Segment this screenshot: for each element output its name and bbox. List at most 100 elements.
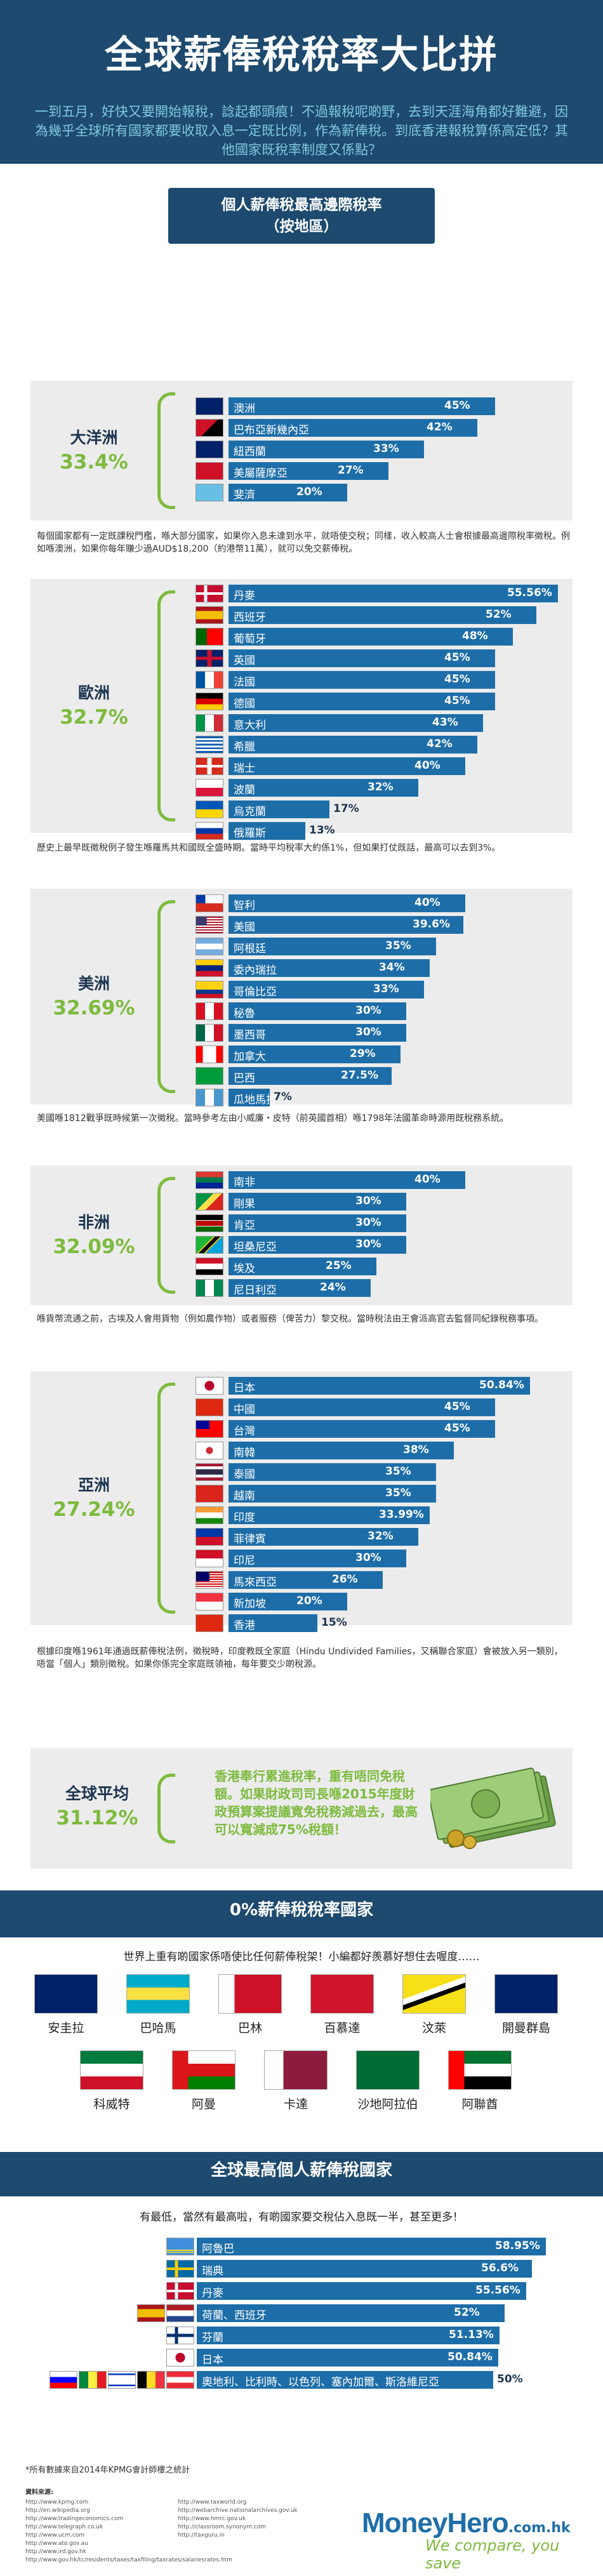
- sweden-flag-icon: [166, 2260, 194, 2278]
- china-flag-icon: [195, 1398, 223, 1416]
- country-name: 台灣: [234, 1425, 255, 1438]
- rate-bar: [229, 1002, 406, 1020]
- source-link[interactable]: http://www.gov.hk/tc/residents/taxes/tax…: [25, 2557, 232, 2563]
- rate-bar: [229, 1442, 454, 1459]
- rate-bar: [229, 714, 483, 732]
- source-link[interactable]: http://www.hmrc.gov.uk: [178, 2516, 246, 2522]
- region-label: 亞洲 27.24%: [30, 1473, 157, 1521]
- country-name: 俄羅斯: [234, 827, 266, 840]
- source-link[interactable]: http://www.telegraph.co.uk: [25, 2524, 103, 2530]
- rate-value: 40%: [414, 1173, 441, 1186]
- source-link[interactable]: http://www.taxworld.org: [178, 2499, 247, 2506]
- rate-bar: [229, 757, 465, 775]
- rate-value: 45%: [444, 673, 470, 686]
- country-name: 英國: [234, 654, 255, 667]
- rate-bar: [229, 1024, 406, 1042]
- rate-value: 33.99%: [379, 1508, 424, 1521]
- rate-bar: [229, 1420, 495, 1438]
- region-name: 歐洲: [77, 684, 110, 702]
- source-link[interactable]: http://www.ird.gov.hk: [25, 2549, 86, 2555]
- region-average: 32.69%: [53, 997, 135, 1019]
- rate-bar: [229, 1377, 530, 1395]
- rate-value: 27.5%: [341, 1069, 378, 1082]
- country-name: 西班牙: [234, 611, 266, 624]
- france-flag-icon: [195, 671, 223, 689]
- congo-flag-icon: [195, 1193, 223, 1211]
- chart-title: 個人薪俸稅最高邊際稅率 （按地區）: [168, 188, 435, 244]
- japan-flag-icon: [195, 1377, 223, 1395]
- sources-block: 資料來源: http://www.kpmg.com http://en.wikip…: [25, 2488, 330, 2563]
- qatar-flag-icon: [264, 2050, 328, 2090]
- bahrain-flag-icon: [218, 1974, 282, 2014]
- rate-bar: [229, 1614, 317, 1632]
- nz-flag-icon: [195, 441, 223, 458]
- rate-value: 17%: [333, 802, 359, 815]
- kuwait-flag-icon: [80, 2050, 143, 2090]
- rate-bar: [197, 2238, 546, 2255]
- country-name: 美國: [234, 921, 255, 934]
- region-panel: 歐洲 32.7% 丹麥 55.56% 西班牙 52% 葡萄牙 48% 英國 45% 法國 45% 德國 4…: [30, 579, 573, 840]
- rate-bar: [229, 1571, 383, 1589]
- vietnam-flag-icon: [195, 1485, 223, 1503]
- rate-bar: [229, 1067, 392, 1085]
- source-link[interactable]: http://en.wikipedia.org: [25, 2507, 90, 2514]
- country-name: 瑞典: [202, 2265, 223, 2278]
- fiji-flag-icon: [195, 484, 223, 501]
- zero-tax-country: 沙地阿拉伯: [347, 2050, 428, 2112]
- zero-tax-country: 阿聯酋: [439, 2050, 520, 2112]
- country-name: 美屬薩摩亞: [234, 467, 288, 480]
- poland-flag-icon: [195, 779, 223, 797]
- saudi-flag-icon: [356, 2050, 420, 2090]
- region-brace: [157, 1383, 175, 1614]
- rate-bar: [229, 1046, 401, 1063]
- region-panel: 非洲 32.09% 南非 40% 剛果 30% 肯亞 30% 坦桑尼亞 30% 埃及 25% 尼日利亞 2…: [30, 1165, 573, 1305]
- zero-tax-country: 巴林: [209, 1974, 291, 2036]
- country-name: 埃及: [234, 1263, 255, 1275]
- bermuda-flag-icon: [310, 1974, 374, 2014]
- rate-bar: [229, 1279, 371, 1297]
- rate-value: 30%: [355, 1004, 381, 1017]
- rate-value: 45%: [444, 694, 470, 707]
- source-link[interactable]: http://www.ucm.com: [25, 2532, 85, 2539]
- source-link[interactable]: http://www.tradingeconomics.com: [25, 2516, 124, 2522]
- country-name: 南非: [234, 1176, 255, 1189]
- region-panel: 美洲 32.69% 智利 40% 美國 39.6% 阿根廷 35% 委內瑞拉 34% 哥倫比亞 33%…: [30, 889, 573, 1106]
- japan-flag-icon: [166, 2349, 194, 2367]
- source-link[interactable]: http://www.ato.gov.au: [25, 2540, 88, 2547]
- source-note: *所有數據來自2014年KPMG會計師樓之統計: [25, 2466, 190, 2475]
- brunei-flag-icon: [402, 1974, 466, 2014]
- zero-tax-subtitle: 世界上重有啲國家係唔使比任何薪俸稅架！小編都好羨慕好想住去喔度……: [123, 1951, 480, 1963]
- rate-value: 50.84%: [447, 2351, 493, 2363]
- usa-flag-icon: [195, 916, 223, 934]
- country-name: 丹麥: [234, 590, 255, 602]
- rate-bar: [229, 822, 305, 840]
- rate-bar: [229, 628, 513, 646]
- source-link[interactable]: http://www.kpmg.com: [25, 2499, 89, 2506]
- top-tax-band: [0, 2152, 603, 2196]
- money-icon: [430, 1767, 556, 1849]
- indonesia-flag-icon: [195, 1550, 223, 1567]
- rate-value: 26%: [332, 1573, 358, 1586]
- rate-value: 32%: [368, 781, 394, 793]
- source-link[interactable]: http://taxguru.in: [178, 2532, 225, 2539]
- rate-value: 58.95%: [495, 2240, 540, 2252]
- zero-tax-country: 卡達: [255, 2050, 336, 2112]
- philippines-flag-icon: [195, 1528, 223, 1546]
- netherlands-flag-icon: [166, 2304, 194, 2322]
- source-link[interactable]: http://classroom.synonym.com: [178, 2524, 267, 2530]
- rate-value: 35%: [385, 939, 411, 952]
- png-flag-icon: [195, 419, 223, 437]
- samoa-flag-icon: [195, 462, 223, 480]
- rate-value: 20%: [296, 1595, 322, 1607]
- rate-bar: [229, 419, 477, 437]
- country-name: 開曼群島: [501, 2021, 550, 2035]
- rate-value: 50%: [497, 2373, 523, 2386]
- rate-value: 45%: [444, 1422, 470, 1435]
- rate-value: 32%: [368, 1530, 394, 1543]
- rate-bar: [197, 2304, 505, 2322]
- source-link[interactable]: http://webarchive.nationalarchives.gov.u…: [178, 2507, 298, 2514]
- country-name: 阿魯巴: [202, 2243, 234, 2255]
- rate-value: 34%: [379, 961, 405, 974]
- zero-tax-country: 巴哈馬: [117, 1974, 199, 2036]
- zero-tax-country: 阿曼: [163, 2050, 244, 2112]
